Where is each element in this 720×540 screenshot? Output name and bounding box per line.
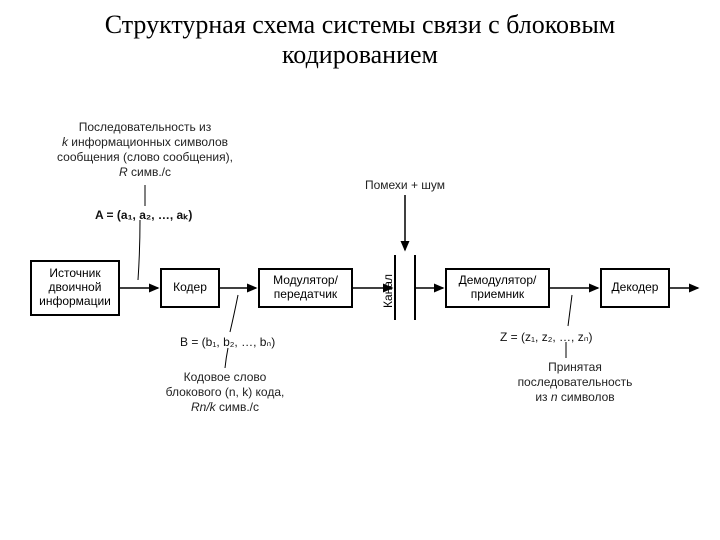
- channel-label: Канал: [381, 268, 395, 308]
- formula-Z: Z = (z₁, z₂, …, zₙ): [500, 330, 593, 344]
- box-coder: Кодер: [160, 268, 220, 308]
- box-decoder: Декодер: [600, 268, 670, 308]
- formula-A: A = (a₁, a₂, …, aₖ): [95, 208, 192, 222]
- noise-label: Помехи + шум: [350, 178, 460, 193]
- title-line1: Структурная схема системы связи с блоков…: [105, 10, 616, 39]
- title-line2: кодированием: [282, 40, 438, 69]
- annot-codeword: Кодовое слово блокового (n, k) кода, Rn/…: [145, 370, 305, 415]
- annot-source-sequence: Последовательность из k информационных с…: [35, 120, 255, 180]
- box-modulator: Модулятор/ передатчик: [258, 268, 353, 308]
- box-source: Источник двоичной информации: [30, 260, 120, 316]
- formula-B: B = (b₁, b₂, …, bₙ): [180, 335, 275, 349]
- annot-received: Принятая последовательность из n символо…: [495, 360, 655, 405]
- box-demodulator: Демодулятор/ приемник: [445, 268, 550, 308]
- block-diagram: Последовательность из k информационных с…: [0, 120, 720, 480]
